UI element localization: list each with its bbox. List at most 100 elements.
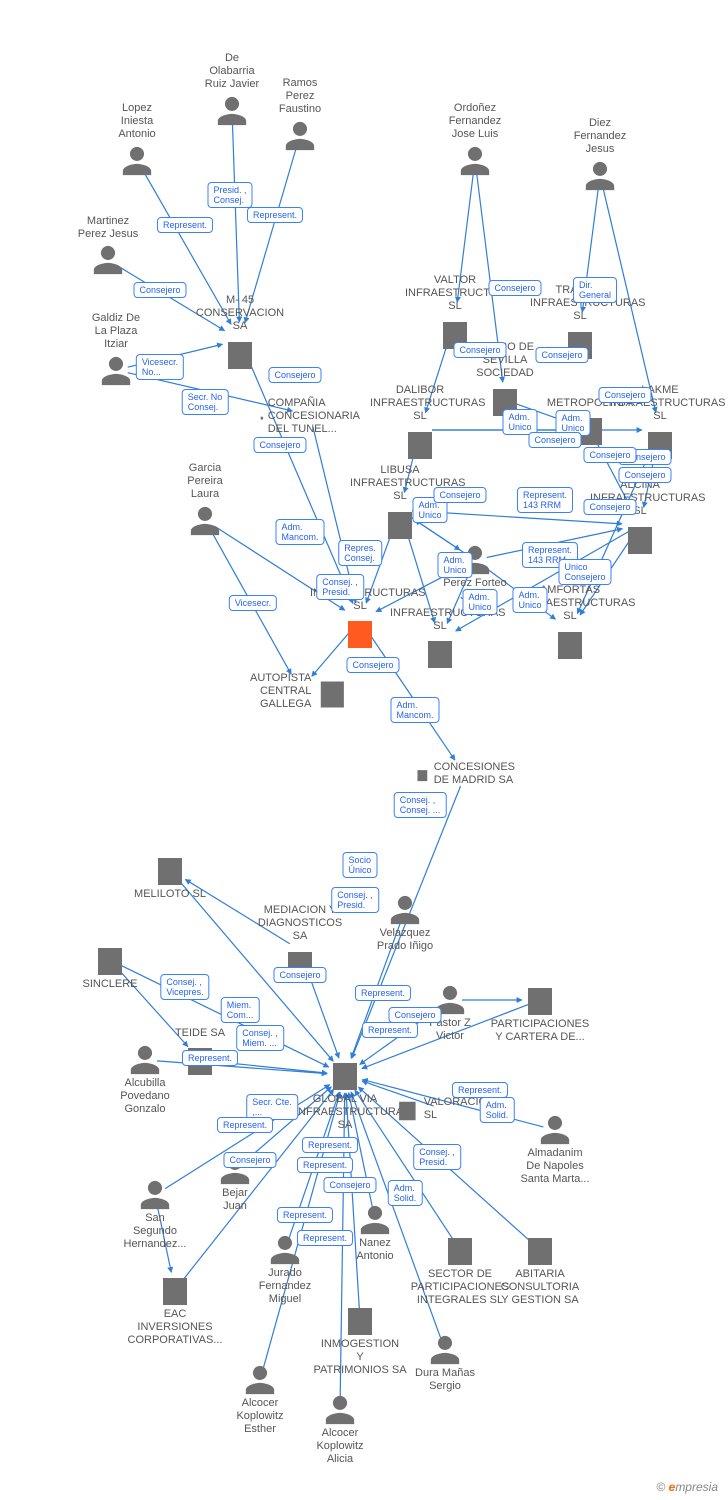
edge-label: Represent. [362,1022,418,1038]
node-label: AlcubillaPovedanoGonzalo [95,1077,195,1117]
edge-label: UnicoConsejero [558,559,611,585]
edge-label: Consejero [583,499,636,515]
node-label: M- 45CONSERVACION SA [190,294,290,334]
edge-label: Represent. [217,1117,273,1133]
node-label: AlmadanimDe NapolesSanta Marta... [505,1147,605,1187]
node-label: AlcocerKoplowitzAlicia [290,1427,390,1467]
edge-label: Consejero [433,487,486,503]
edge-label: Consejero [618,467,671,483]
edge-label: Consej. ,Presid. [316,574,364,600]
node-label: OrdoñezFernandezJose Luis [425,102,525,142]
network-canvas: DeOlabarriaRuiz Javier RamosPerezFaustin… [0,0,728,1500]
edge-label: Consejero [273,967,326,983]
edge-label: Repres.Consej. [338,540,382,566]
company-node[interactable]: ABITARIACONSULTORIAY GESTION SA [490,1232,590,1310]
edge-label: Presid. ,Consej. [207,182,252,208]
copyright-symbol: © [656,1480,665,1494]
edge-label: Represent. [297,1230,353,1246]
node-label: SanSegundoHernandez... [105,1212,205,1252]
edge-label: Consej. ,Vicepres. [160,974,209,1000]
company-node[interactable]: COMPAÑIACONCESIONARIADEL TUNEL... [260,397,360,439]
edge-label: Consejero [223,1152,276,1168]
person-node[interactable]: OrdoñezFernandezJose Luis [425,102,525,178]
edge-label: Represent. [277,1207,333,1223]
edge-label: Vicesecr. [229,595,277,611]
company-node[interactable]: AUTOPISTACENTRALGALLEGA [250,672,350,714]
edge-label: Consejero [453,342,506,358]
edge-label: Adm.Solid. [480,1097,515,1123]
edge-label: SocioÚnico [342,852,377,878]
person-node[interactable]: AlcocerKoplowitzAlicia [290,1393,390,1469]
node-label: DiezFernandezJesus [550,117,650,157]
node-label: GarciaPereiraLaura [155,462,255,502]
node-label: GLOBAL VIAINFRAESTRUCTURAS SA [295,1093,395,1133]
brand-rest: mpresia [675,1480,718,1494]
edge-label: Consej. ,Presid. [331,887,379,913]
edge-line [245,351,353,603]
person-node[interactable]: DiezFernandezJesus [550,117,650,193]
edge-label: Consejero [268,367,321,383]
edge-label: Consejero [133,282,186,298]
edge-label: Represent. [182,1050,238,1066]
person-node[interactable]: AlmadanimDe NapolesSanta Marta... [505,1113,605,1189]
edge-label: Consej. ,Presid. [413,1144,461,1170]
edge-label: Miem.Com... [221,997,260,1023]
edge-label: Represent. [247,207,303,223]
edge-label: Consejero [598,387,651,403]
company-node[interactable]: INFRAESTRUCTURAS SL [390,607,490,671]
edge-label: Consejero [583,447,636,463]
edge-label: Adm.Unico [462,589,497,615]
node-label: RamosPerezFaustino [250,77,350,117]
edge-label: Adm.Unico [512,587,547,613]
node-label: LopezIniestaAntonio [87,102,187,142]
person-node[interactable]: SanSegundoHernandez... [105,1178,205,1254]
person-node[interactable]: RamosPerezFaustino [250,77,350,153]
company-node[interactable]: SINCLERE [60,942,160,993]
edge-label: Consejero [388,1007,441,1023]
node-label: ABITARIACONSULTORIAY GESTION SA [490,1268,590,1308]
node-label: TEIDE SA [150,1027,250,1040]
company-node[interactable]: CONCESIONESDE MADRID SA [415,757,515,793]
node-label: SINCLERE [60,978,160,991]
node-label: VelazquezPrado Iñigo [355,927,455,953]
person-node[interactable]: GarciaPereiraLaura [155,462,255,538]
edge-label: Consejero [488,280,541,296]
footer: © empresia [656,1480,718,1494]
edge-label: Adm.Unico [437,552,472,578]
company-node[interactable]: EACINVERSIONESCORPORATIVAS... [125,1272,225,1350]
edge-label: Consejero [528,432,581,448]
edge-label: Adm.Solid. [388,1180,423,1206]
edge-label: Adm.Mancom. [390,697,439,723]
edge-label: Secr. NoConsej. [182,389,229,415]
node-label: MartinezPerez Jesus [58,215,158,241]
company-node[interactable]: ALCINAINFRAESTRUCTURAS SL [590,479,690,557]
person-node[interactable]: Dura MañasSergio [395,1333,495,1395]
node-label: EACINVERSIONESCORPORATIVAS... [125,1308,225,1348]
company-node[interactable]: GLOBAL VIAINFRAESTRUCTURAS SA [295,1057,395,1135]
company-node[interactable]: MELILOTO SL [120,852,220,903]
person-node[interactable]: LopezIniestaAntonio [87,102,187,178]
edge-label: Represent. [297,1157,353,1173]
node-label: PARTICIPACIONESY CARTERA DE... [490,1018,590,1044]
node-label: JuradoFernandezMiguel [235,1267,335,1307]
node-label: MELILOTO SL [120,888,220,901]
edge-label: Consejero [346,657,399,673]
edge-label: Consejero [535,347,588,363]
edge-label: Represent. [157,217,213,233]
edge-label: Consejero [323,1177,376,1193]
company-node[interactable]: M- 45CONSERVACION SA [190,294,290,372]
edge-label: Adm.Mancom. [275,519,324,545]
edge-label: Dir.General [573,277,617,303]
edge-label: Consej. ,Consej. ... [394,792,447,818]
person-node[interactable]: MartinezPerez Jesus [58,215,158,277]
node-label: Galdiz DeLa PlazaItziar [66,312,166,352]
edge-label: Vicesecr.No... [136,354,184,380]
edge-label: Represent.143 RRM [517,487,573,513]
edge-label: Consej. ,Miem. ... [236,1025,284,1051]
edge-line [232,122,239,322]
edge-label: Consejero [253,437,306,453]
node-label: Dura MañasSergio [395,1367,495,1393]
edge-label: Represent. [302,1137,358,1153]
edge-label: Represent. [452,1082,508,1098]
company-node[interactable]: PARTICIPACIONESY CARTERA DE... [490,982,590,1046]
